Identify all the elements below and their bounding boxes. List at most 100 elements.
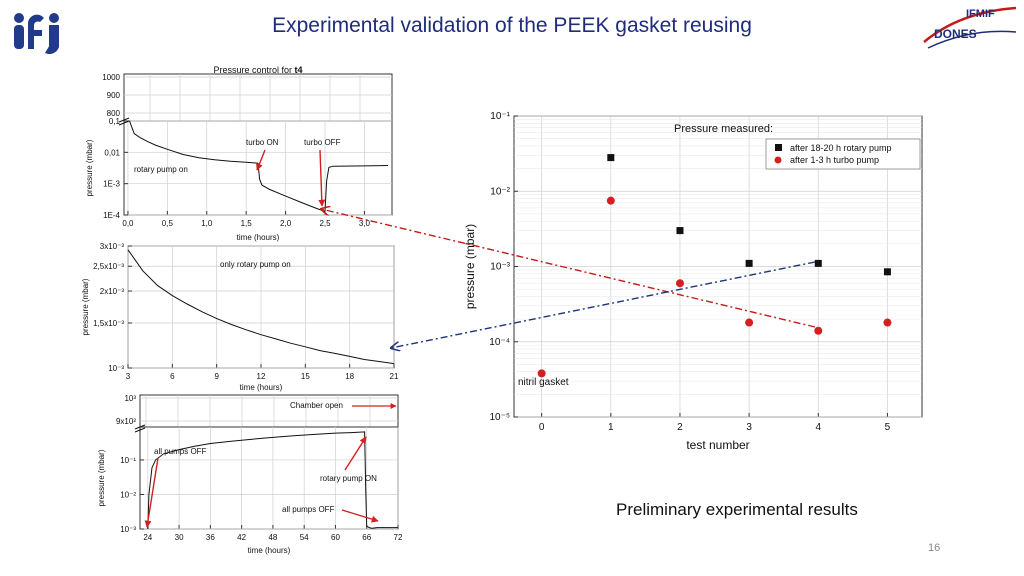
data-point-rotary [883, 268, 891, 276]
y-tick-label: 2,5x10⁻³ [93, 262, 124, 271]
chart-title-prefix: Pressure control for [213, 65, 294, 75]
y-axis-label: pressure (mbar) [81, 278, 90, 335]
data-point-turbo [745, 318, 754, 327]
y-tick-label: 10⁻⁵ [489, 412, 510, 423]
y-tick-label: 0,01 [104, 148, 120, 157]
y-tick-label: 10⁻¹ [120, 456, 136, 465]
data-point-turbo [537, 369, 546, 378]
connector-arrows [321, 209, 816, 348]
y-tick-label: 10⁻⁴ [489, 337, 510, 348]
series-line-t4 [127, 120, 389, 213]
y-tick-label: 10⁻³ [490, 262, 510, 273]
annotation-turbo-off: turbo OFF [304, 138, 341, 147]
connector-arrow-red [321, 209, 816, 328]
y-axis-label: pressure (mbar) [97, 449, 106, 506]
logo-swoosh-2 [927, 30, 1017, 49]
y-tick-label: 10⁻³ [108, 364, 124, 373]
results-caption: Preliminary experimental results [616, 500, 858, 519]
series-line-chamber [147, 431, 398, 530]
x-tick-label: 9 [214, 372, 219, 381]
annotation-all-pumps-off-1: all pumps OFF [154, 447, 207, 456]
x-tick-label: 6 [170, 372, 175, 381]
x-tick-label: 2,0 [280, 219, 292, 228]
slide-title: Experimental validation of the PEEK gask… [272, 14, 752, 37]
data-point-turbo [675, 279, 684, 288]
x-tick-label: 54 [300, 533, 309, 542]
x-tick-label: 36 [206, 533, 215, 542]
x-tick-label: 21 [390, 372, 399, 381]
data-point-rotary [607, 154, 615, 162]
legend-marker-turbo [774, 156, 782, 164]
legend-marker-rotary [775, 144, 782, 151]
page-number: 16 [928, 542, 941, 554]
annotation-nitril-gasket: nitril gasket [518, 377, 569, 388]
logo-bar-1 [14, 25, 24, 49]
logo-dot-2 [49, 13, 59, 23]
annotation-only-rotary: only rotary pump on [220, 260, 291, 269]
series-line-rotary [127, 249, 395, 365]
x-tick-label: 60 [331, 533, 340, 542]
arrow-all-pumps-off-1 [144, 457, 159, 528]
y-tick-label-upper: 900 [107, 91, 121, 100]
x-tick-label: 5 [885, 422, 891, 433]
plot-frame [139, 426, 399, 530]
logo-j-shape [45, 25, 59, 54]
x-tick-label: 15 [301, 372, 310, 381]
y-tick-label-upper: 800 [107, 109, 121, 118]
x-tick-label: 18 [345, 372, 354, 381]
x-tick-label: 72 [394, 533, 403, 542]
x-tick-label: 3 [746, 422, 752, 433]
legend-label-rotary: after 18-20 h rotary pump [790, 143, 892, 153]
y-tick-label: 2x10⁻³ [100, 287, 125, 296]
x-axis-label: time (hours) [237, 233, 280, 242]
axis-break-mark [134, 424, 146, 433]
arrow-turbo-off [318, 149, 326, 207]
y-tick-label: 1E-4 [103, 211, 120, 220]
x-axis-label: test number [686, 438, 749, 452]
data-point-rotary [745, 259, 753, 267]
annotation-turbo-on: turbo ON [246, 138, 279, 147]
x-tick-label: 3 [126, 372, 131, 381]
y-axis-label: pressure (mbar) [85, 139, 94, 196]
x-tick-label: 0,5 [162, 219, 174, 228]
plot-frame-upper [139, 394, 399, 429]
x-tick-label: 3,0 [359, 219, 371, 228]
axis-break-mark [118, 117, 130, 126]
logo-dones-text: DONES [934, 27, 977, 41]
y-tick-label-upper: 1000 [102, 73, 120, 82]
arrow-rotary-pump-on [344, 436, 367, 471]
chart-title-measured: Pressure measured: [674, 123, 773, 135]
annotation-all-pumps-off-2: all pumps OFF [282, 505, 335, 514]
y-tick-label: 10⁻² [490, 186, 510, 197]
arrow-all-pumps-off-2 [341, 509, 379, 523]
logo-dot-1 [14, 13, 24, 23]
y-tick-label-upper: 10³ [124, 394, 136, 403]
data-point-turbo [883, 318, 892, 327]
arrow-turbo-on [256, 149, 266, 171]
connector-arrow-blue [391, 261, 816, 348]
x-tick-label: 24 [143, 533, 152, 542]
y-axis-label: pressure (mbar) [463, 224, 477, 309]
x-tick-label: 4 [815, 422, 821, 433]
x-tick-label: 66 [362, 533, 371, 542]
ifj-logo [14, 13, 59, 54]
chart-measured: 0 1 2 3 4 5 10⁻¹ 10⁻² 10⁻³ 10⁻⁴ 10⁻⁵ test number pre… [463, 111, 923, 452]
x-tick-label: 30 [175, 533, 184, 542]
chart-rotary: 3 6 9 12 15 18 21 3x10⁻³ 2,5x10⁻³ 2x10⁻³ 1,5x10⁻³ 1… [81, 242, 399, 392]
legend-label-turbo: after 1-3 h turbo pump [790, 155, 879, 165]
y-tick-label: 10⁻³ [120, 525, 136, 534]
x-tick-label: 2 [677, 422, 683, 433]
x-tick-label: 2,5 [319, 219, 331, 228]
y-tick-label: 3x10⁻³ [100, 242, 125, 251]
data-point-turbo [606, 196, 615, 205]
y-tick-label-upper: 9x10² [116, 417, 136, 426]
logo-f-shape [28, 14, 44, 50]
y-tick-label: 10⁻¹ [490, 111, 510, 122]
y-tick-label: 1E-3 [103, 180, 120, 189]
logo-swoosh [923, 6, 1017, 43]
x-tick-label: 1,0 [201, 219, 213, 228]
y-tick-label: 10⁻² [120, 490, 136, 499]
x-tick-label: 42 [237, 533, 246, 542]
logo-ifmif-text: IFMIF [966, 8, 995, 20]
x-axis-label: time (hours) [240, 383, 283, 392]
